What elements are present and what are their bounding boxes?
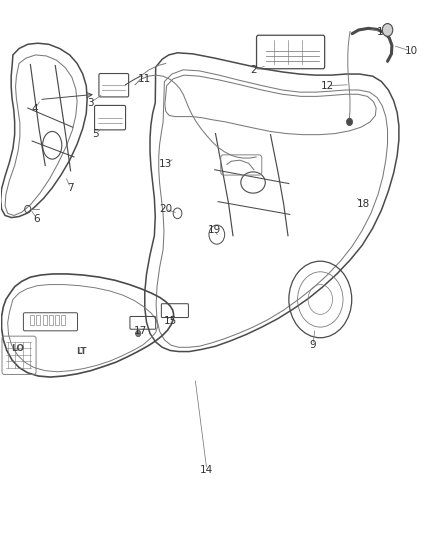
Circle shape: [346, 118, 353, 126]
Text: 13: 13: [159, 159, 173, 169]
Text: 19: 19: [208, 225, 221, 236]
Text: 14: 14: [200, 465, 213, 474]
Text: 1: 1: [377, 27, 384, 37]
Text: LO: LO: [11, 344, 24, 353]
Text: 15: 15: [163, 316, 177, 326]
Circle shape: [382, 23, 393, 36]
Bar: [61, 316, 65, 325]
Text: 7: 7: [67, 183, 74, 193]
Text: 9: 9: [310, 340, 316, 350]
Text: 12: 12: [321, 81, 334, 91]
Circle shape: [136, 330, 141, 337]
Text: 3: 3: [87, 98, 93, 108]
Text: 6: 6: [34, 214, 40, 224]
Text: 2: 2: [251, 65, 257, 75]
Text: 10: 10: [405, 46, 418, 56]
Text: 20: 20: [159, 204, 172, 214]
Text: 4: 4: [32, 104, 38, 114]
Text: 5: 5: [92, 128, 99, 139]
Text: LT: LT: [76, 347, 87, 356]
Bar: [36, 316, 40, 325]
Text: 17: 17: [134, 326, 147, 336]
Text: 11: 11: [138, 75, 152, 84]
Bar: [42, 316, 46, 325]
Bar: [55, 316, 59, 325]
Bar: [49, 316, 53, 325]
Text: 18: 18: [357, 199, 370, 209]
Bar: [30, 316, 34, 325]
